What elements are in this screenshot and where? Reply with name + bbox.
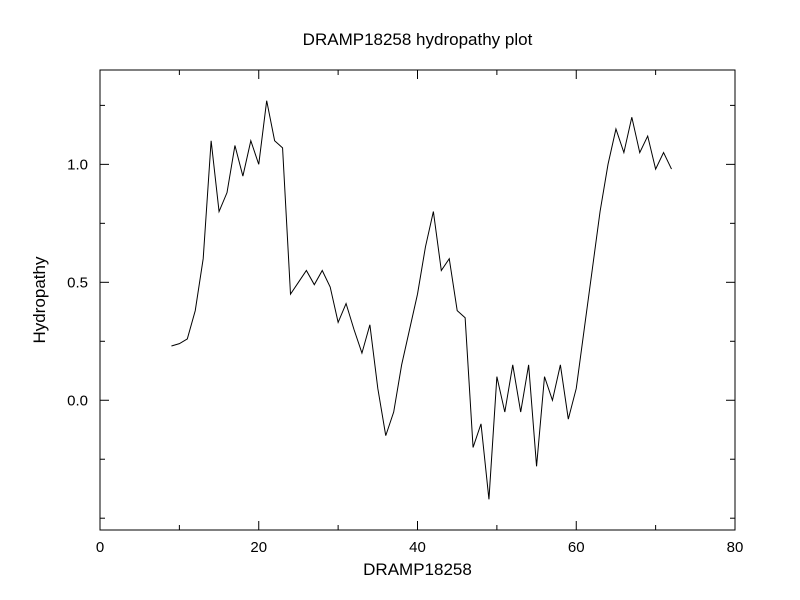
y-tick-label: 0.0 — [67, 392, 88, 409]
x-tick-label: 0 — [96, 539, 104, 556]
x-axis-label: DRAMP18258 — [363, 560, 472, 579]
chart-svg: 0 20 40 60 80 0.0 0.5 1.0 DRAMP18258 hydropathy … — [0, 0, 800, 600]
x-tick-label: 80 — [727, 539, 744, 556]
x-tick-label: 20 — [250, 539, 267, 556]
x-tick-label: 40 — [409, 539, 426, 556]
hydropathy-chart: 0 20 40 60 80 0.0 0.5 1.0 DRAMP18258 hydropathy … — [0, 0, 800, 600]
plot-border — [100, 70, 735, 530]
hydropathy-line — [171, 101, 671, 500]
x-tick-label: 60 — [568, 539, 585, 556]
y-axis-label: Hydropathy — [30, 256, 49, 343]
y-tick-label: 1.0 — [67, 156, 88, 173]
chart-title: DRAMP18258 hydropathy plot — [303, 30, 533, 49]
y-tick-label: 0.5 — [67, 274, 88, 291]
